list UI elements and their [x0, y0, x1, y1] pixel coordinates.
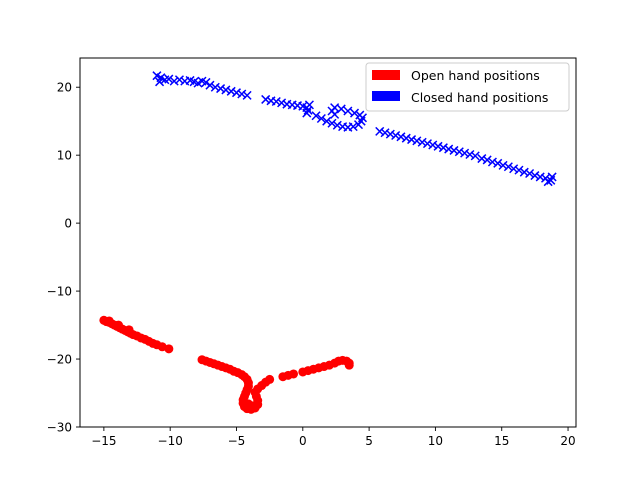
y-tick-label: 0 — [64, 217, 72, 231]
open-hand-point — [124, 325, 134, 335]
closed-hand-point — [385, 129, 395, 139]
closed-hand-point — [304, 100, 314, 110]
closed-hand-point — [311, 111, 321, 121]
open-hand-point — [344, 360, 354, 370]
x-tick-label: 0 — [299, 434, 307, 448]
closed-hand-point — [422, 139, 432, 149]
closed-hand-point — [355, 110, 365, 120]
closed-hand-point — [375, 126, 385, 136]
y-tick-label: 10 — [57, 149, 72, 163]
closed-hand-point — [477, 154, 487, 164]
closed-hand-point — [302, 108, 312, 118]
closed-hand-point — [454, 147, 464, 157]
closed-hand-point — [412, 136, 422, 146]
closed-hand-point — [519, 167, 529, 177]
closed-hand-point — [348, 122, 358, 132]
closed-hand-point — [417, 137, 427, 147]
closed-hand-point — [391, 130, 401, 141]
closed-hand-point — [316, 113, 326, 124]
closed-hand-point — [487, 157, 497, 167]
closed-hand-point — [530, 171, 540, 181]
closed-hand-point — [525, 168, 535, 179]
closed-hand-point — [380, 128, 390, 138]
closed-hand-point — [543, 177, 553, 187]
closed-hand-point — [330, 109, 340, 119]
y-tick-label: −10 — [47, 285, 72, 299]
closed-hand-point — [201, 77, 211, 87]
x-tick-label: −5 — [228, 434, 246, 448]
legend-swatch-open — [372, 70, 400, 80]
closed-hand-point — [349, 108, 360, 118]
open-hand-point — [289, 369, 299, 379]
legend: Open hand positions Closed hand position… — [365, 62, 570, 112]
open-hand-point — [247, 401, 257, 411]
y-tick-label: −30 — [47, 421, 72, 435]
x-tick-label: −10 — [158, 434, 183, 448]
y-tick-label: −20 — [47, 353, 72, 367]
closed-hand-point — [503, 162, 513, 172]
closed-hand-point — [493, 158, 503, 168]
closed-hand-point — [509, 164, 519, 174]
y-tick-label: 20 — [57, 81, 72, 95]
open-hand-point — [265, 374, 275, 384]
closed-hand-point — [332, 120, 342, 130]
closed-hand-point — [514, 165, 524, 175]
legend-swatch-closed — [372, 91, 400, 101]
open-hand-point — [104, 316, 114, 326]
closed-hand-point — [277, 98, 287, 108]
x-tick-label: 5 — [365, 434, 373, 448]
y-axis: −30 −20 −10 0 10 20 — [47, 81, 80, 435]
closed-hand-point — [216, 84, 226, 94]
closed-hand-point — [444, 144, 454, 154]
legend-frame — [365, 62, 570, 112]
closed-hand-point — [242, 90, 252, 100]
x-tick-label: 10 — [428, 434, 443, 448]
plot-content — [99, 71, 557, 414]
axes-frame — [79, 57, 577, 428]
closed-hand-point — [303, 105, 313, 115]
x-tick-label: 15 — [494, 434, 509, 448]
open-hand-point — [164, 344, 174, 354]
closed-hand-point — [221, 85, 231, 95]
closed-hand-point — [271, 96, 281, 107]
closed-hand-point — [433, 141, 443, 151]
closed-hand-point — [498, 160, 508, 170]
closed-hand-point — [407, 135, 417, 145]
x-axis: −15 −10 −5 0 5 10 15 20 — [91, 427, 576, 448]
closed-hand-point — [438, 143, 448, 153]
closed-hand-point — [174, 75, 184, 85]
closed-hand-point — [237, 89, 247, 99]
legend-label-closed: Closed hand positions — [411, 90, 548, 105]
closed-hand-point — [261, 94, 271, 104]
closed-hand-point — [155, 77, 165, 87]
closed-hand-point — [535, 172, 545, 182]
open-hand-series — [99, 315, 354, 414]
closed-hand-point — [470, 151, 480, 161]
closed-hand-point — [169, 76, 179, 86]
x-tick-label: 20 — [560, 434, 575, 448]
closed-hand-point — [327, 118, 337, 128]
legend-label-open: Open hand positions — [411, 68, 540, 83]
closed-hand-point — [226, 86, 236, 96]
closed-hand-point — [322, 116, 332, 126]
closed-hand-point — [460, 148, 470, 158]
closed-hand-point — [482, 155, 492, 165]
closed-hand-series — [152, 71, 557, 187]
closed-hand-point — [210, 82, 220, 92]
open-hand-point — [113, 320, 123, 330]
closed-hand-point — [401, 133, 411, 143]
closed-hand-point — [343, 106, 353, 116]
closed-hand-point — [465, 149, 475, 160]
closed-hand-point — [231, 88, 242, 98]
closed-hand-point — [164, 74, 174, 84]
closed-hand-point — [449, 145, 459, 155]
closed-hand-point — [396, 132, 406, 142]
x-tick-label: −15 — [91, 434, 116, 448]
closed-hand-point — [428, 140, 438, 150]
closed-hand-point — [205, 80, 215, 90]
